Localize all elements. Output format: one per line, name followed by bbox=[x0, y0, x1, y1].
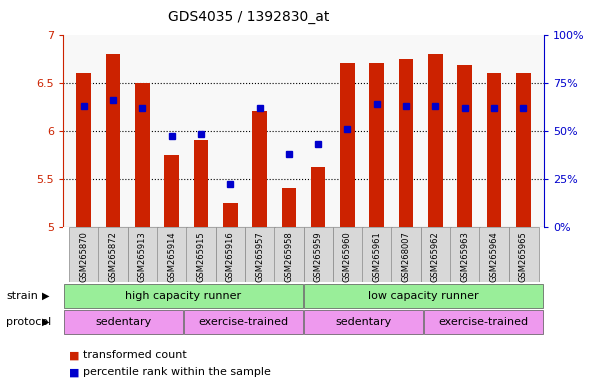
Text: ▶: ▶ bbox=[42, 291, 49, 301]
Bar bbox=[487, 73, 501, 227]
Bar bbox=[304, 227, 334, 282]
Text: strain: strain bbox=[6, 291, 38, 301]
Text: percentile rank within the sample: percentile rank within the sample bbox=[83, 367, 271, 377]
Bar bbox=[370, 63, 384, 227]
Bar bbox=[421, 227, 451, 282]
Bar bbox=[69, 227, 99, 282]
Bar bbox=[64, 284, 303, 308]
Bar bbox=[164, 155, 179, 227]
Bar bbox=[127, 227, 157, 282]
Text: sedentary: sedentary bbox=[95, 317, 151, 327]
Text: low capacity runner: low capacity runner bbox=[368, 291, 479, 301]
Bar bbox=[76, 73, 91, 227]
Text: GSM265961: GSM265961 bbox=[372, 231, 381, 282]
Text: transformed count: transformed count bbox=[83, 350, 187, 360]
Text: GSM265872: GSM265872 bbox=[108, 231, 117, 282]
Text: GSM265916: GSM265916 bbox=[226, 231, 235, 282]
Text: GSM265915: GSM265915 bbox=[197, 231, 206, 281]
Bar bbox=[194, 140, 208, 227]
Text: GSM265964: GSM265964 bbox=[490, 231, 499, 282]
Bar bbox=[391, 227, 421, 282]
Bar bbox=[508, 227, 538, 282]
Bar bbox=[157, 227, 187, 282]
Bar bbox=[304, 284, 543, 308]
Bar bbox=[274, 227, 304, 282]
Text: GSM265914: GSM265914 bbox=[167, 231, 176, 281]
Text: GSM265960: GSM265960 bbox=[343, 231, 352, 282]
Bar bbox=[362, 227, 392, 282]
Bar bbox=[311, 167, 326, 227]
Bar bbox=[424, 310, 543, 334]
Bar bbox=[428, 54, 443, 227]
Bar bbox=[186, 227, 216, 282]
Bar bbox=[304, 310, 423, 334]
Bar bbox=[106, 54, 120, 227]
Text: GSM265957: GSM265957 bbox=[255, 231, 264, 282]
Text: sedentary: sedentary bbox=[335, 317, 392, 327]
Text: GSM265913: GSM265913 bbox=[138, 231, 147, 282]
Bar bbox=[457, 65, 472, 227]
Text: ■: ■ bbox=[69, 367, 79, 377]
Bar bbox=[340, 63, 355, 227]
Bar bbox=[399, 59, 413, 227]
Text: exercise-trained: exercise-trained bbox=[439, 317, 529, 327]
Bar bbox=[64, 310, 183, 334]
Text: ▶: ▶ bbox=[42, 317, 49, 327]
Bar bbox=[245, 227, 275, 282]
Bar bbox=[223, 203, 237, 227]
Bar bbox=[516, 73, 531, 227]
Text: ■: ■ bbox=[69, 350, 79, 360]
Text: GSM265963: GSM265963 bbox=[460, 231, 469, 282]
Bar bbox=[135, 83, 150, 227]
Bar bbox=[333, 227, 363, 282]
Bar bbox=[184, 310, 303, 334]
Text: GDS4035 / 1392830_at: GDS4035 / 1392830_at bbox=[168, 10, 330, 23]
Bar bbox=[252, 111, 267, 227]
Text: GSM265870: GSM265870 bbox=[79, 231, 88, 282]
Bar bbox=[281, 188, 296, 227]
Bar bbox=[450, 227, 480, 282]
Text: protocol: protocol bbox=[6, 317, 51, 327]
Text: GSM265965: GSM265965 bbox=[519, 231, 528, 282]
Text: GSM268007: GSM268007 bbox=[401, 231, 410, 282]
Bar bbox=[99, 227, 128, 282]
Bar bbox=[480, 227, 509, 282]
Text: GSM265959: GSM265959 bbox=[314, 231, 323, 281]
Text: exercise-trained: exercise-trained bbox=[198, 317, 288, 327]
Text: high capacity runner: high capacity runner bbox=[125, 291, 242, 301]
Text: GSM265958: GSM265958 bbox=[284, 231, 293, 282]
Text: GSM265962: GSM265962 bbox=[431, 231, 440, 282]
Bar bbox=[216, 227, 245, 282]
